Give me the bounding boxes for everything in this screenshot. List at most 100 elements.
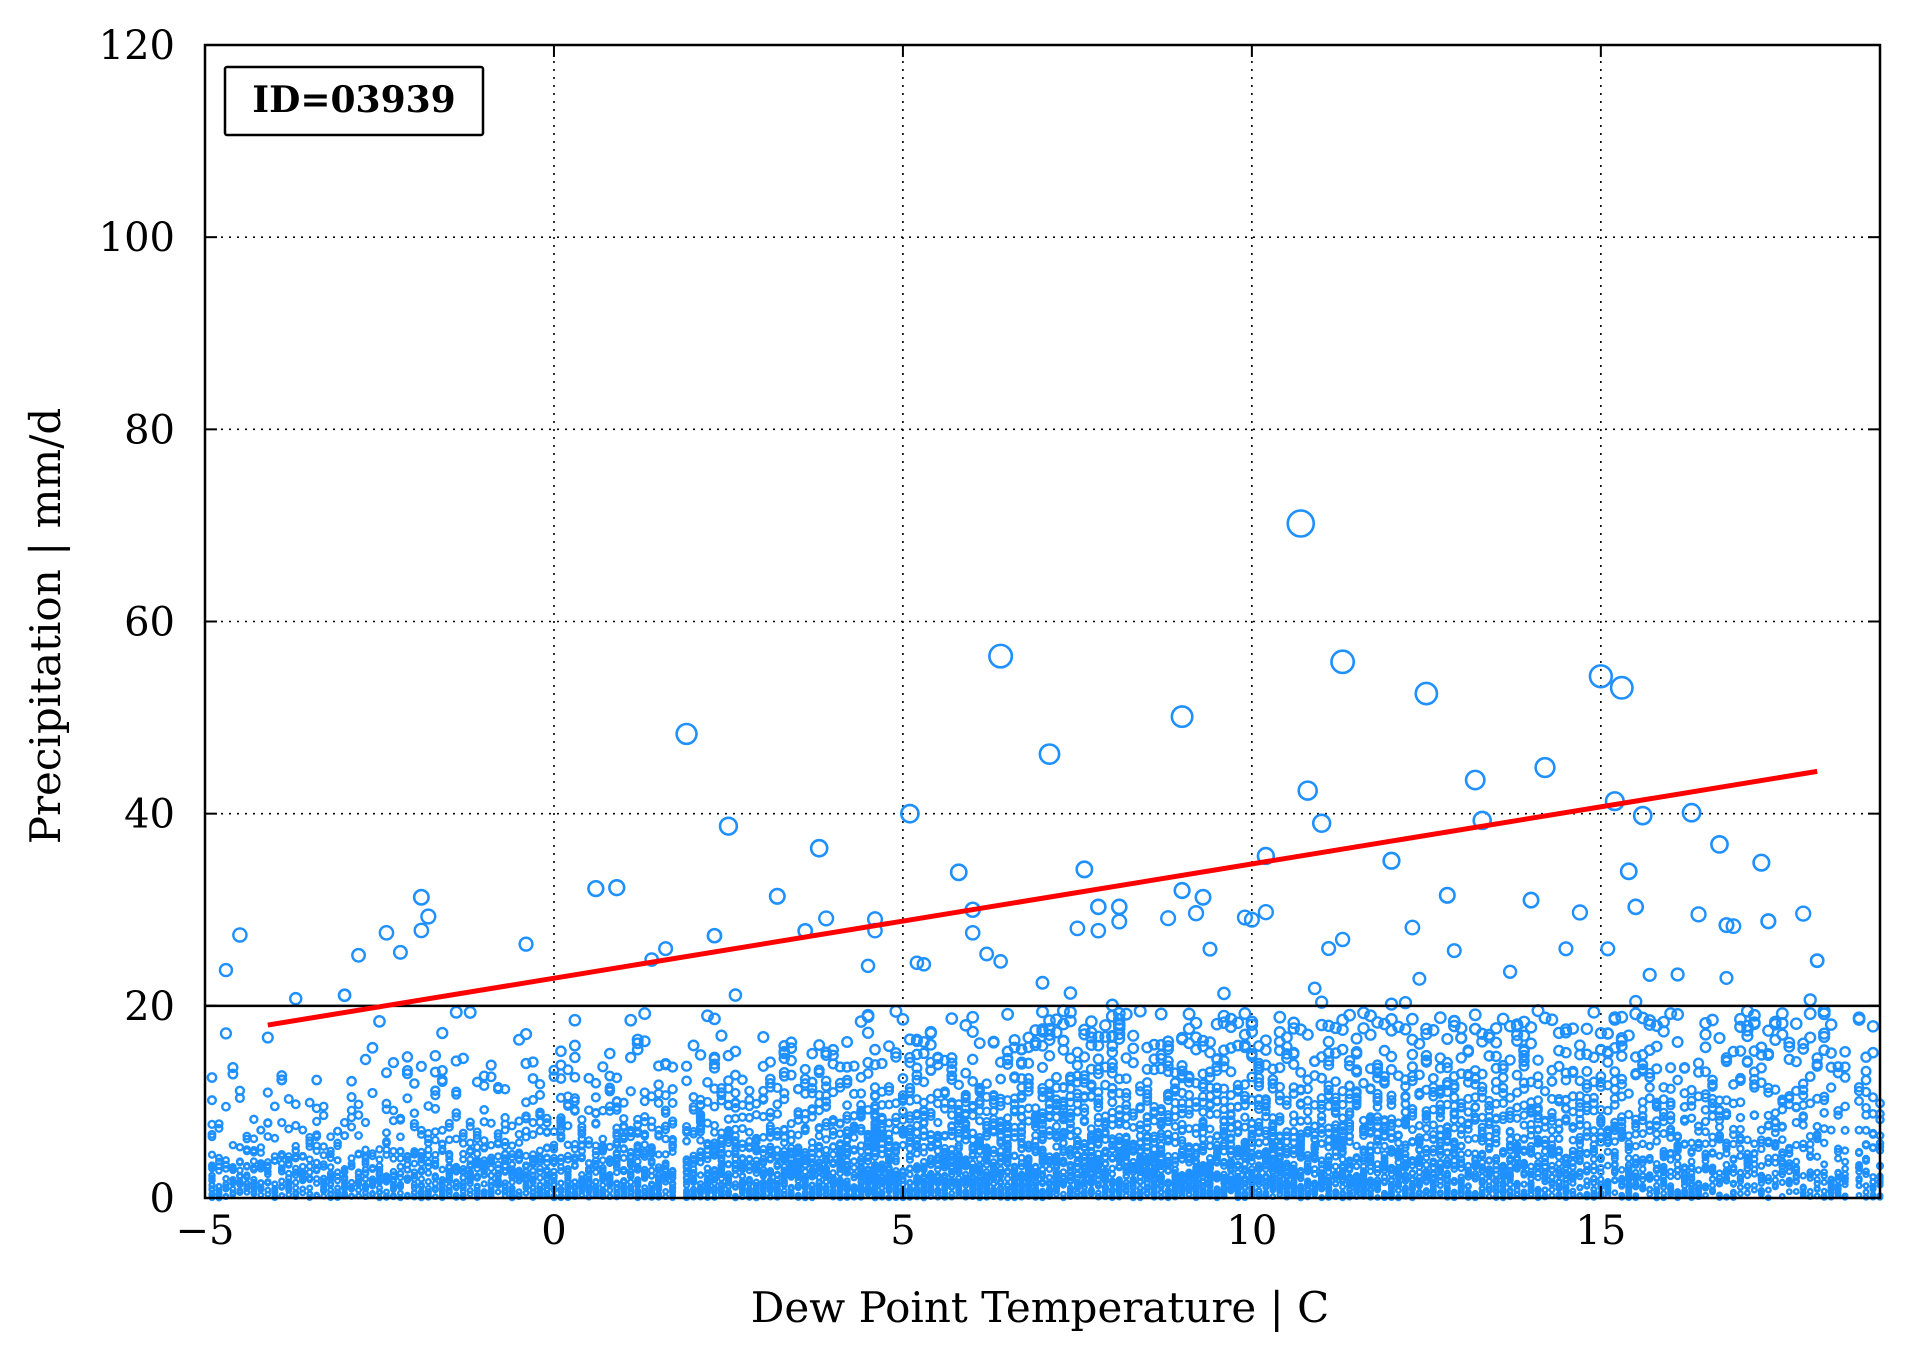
data-point: [508, 1187, 516, 1195]
data-point: [535, 1107, 545, 1118]
data-point: [250, 1178, 258, 1187]
data-point: [618, 1097, 629, 1108]
data-point: [598, 1134, 608, 1144]
data-point: [375, 1170, 384, 1178]
data-point: [960, 1092, 971, 1103]
data-point: [857, 1181, 865, 1189]
data-point: [841, 1061, 853, 1073]
data-point: [905, 1124, 915, 1134]
data-point: [1330, 1076, 1341, 1087]
data-point: [960, 1067, 972, 1079]
data-point: [243, 1171, 251, 1179]
data-point: [232, 927, 248, 943]
data-point: [814, 1131, 824, 1141]
data-point: [366, 1041, 379, 1054]
data-point: [277, 1167, 286, 1175]
data-point: [549, 1127, 559, 1137]
data-point: [955, 1178, 963, 1186]
data-point: [654, 1150, 663, 1159]
data-point: [396, 1169, 405, 1178]
data-point: [855, 1088, 867, 1099]
data-point: [927, 1188, 935, 1196]
data-point: [834, 1061, 846, 1073]
data-point: [822, 1167, 830, 1176]
data-point: [752, 1189, 760, 1197]
data-point: [1086, 1124, 1096, 1134]
data-point: [445, 1174, 454, 1182]
data-point: [703, 1164, 712, 1173]
data-point: [975, 1155, 984, 1164]
data-point: [208, 1161, 216, 1170]
data-point: [836, 1160, 845, 1169]
data-point: [912, 1136, 922, 1146]
data-point: [592, 1178, 600, 1186]
data-point: [821, 1096, 832, 1107]
data-point: [993, 954, 1008, 969]
data-point: [773, 1162, 782, 1171]
data-point: [752, 1156, 761, 1165]
data-point: [640, 1140, 649, 1149]
data-point: [555, 1045, 567, 1058]
data-point: [738, 1143, 747, 1153]
data-point: [243, 1182, 251, 1191]
data-point: [221, 1101, 231, 1112]
data-point: [518, 936, 534, 952]
data-point: [375, 1189, 383, 1197]
data-point: [389, 1154, 398, 1163]
data-point: [806, 1047, 818, 1060]
data-point: [519, 1027, 533, 1041]
data-point: [897, 1072, 909, 1084]
data-point: [457, 1052, 469, 1065]
data-point: [843, 1156, 852, 1165]
data-point: [478, 1080, 490, 1092]
data-point: [1273, 1010, 1287, 1024]
data-point: [612, 1128, 622, 1138]
data-point: [1072, 1126, 1082, 1136]
data-point: [227, 1068, 239, 1080]
data-point: [599, 1181, 607, 1189]
data-point: [479, 1117, 489, 1127]
data-point: [249, 1157, 258, 1166]
data-point: [413, 922, 430, 939]
data-point: [876, 1057, 888, 1070]
data-point: [375, 1162, 384, 1170]
data-point: [724, 1188, 732, 1196]
data-point: [818, 910, 835, 927]
data-point: [708, 1012, 721, 1026]
data-point: [340, 1131, 350, 1141]
data-point: [779, 1138, 789, 1148]
data-point: [1307, 981, 1322, 996]
data-point: [801, 1182, 809, 1190]
data-point: [501, 1168, 509, 1176]
data-point: [709, 1101, 720, 1112]
data-point: [863, 1153, 873, 1162]
data-point: [661, 1159, 670, 1168]
data-point: [604, 1082, 616, 1093]
data-point: [473, 1174, 481, 1182]
data-point: [689, 1185, 698, 1193]
data-point: [624, 1051, 637, 1064]
data-point: [578, 1176, 586, 1185]
data-point: [979, 946, 995, 962]
data-point: [599, 1175, 607, 1184]
data-point: [869, 1082, 881, 1093]
data-point: [409, 1122, 419, 1132]
data-point: [856, 1110, 866, 1120]
data-point: [1090, 922, 1107, 939]
data-point: [703, 1155, 712, 1164]
data-point: [417, 1147, 426, 1157]
data-point: [522, 1161, 530, 1170]
data-point: [1322, 1035, 1335, 1048]
data-point: [885, 1187, 893, 1195]
data-point: [1198, 1128, 1208, 1137]
data-point: [1078, 1051, 1091, 1063]
data-point: [647, 1172, 656, 1180]
data-point: [905, 1144, 915, 1153]
data-point: [884, 1137, 894, 1146]
data-point: [1261, 1137, 1271, 1147]
data-point: [724, 1179, 733, 1187]
data-point: [473, 1183, 481, 1191]
data-point: [815, 1167, 824, 1176]
data-point: [752, 1163, 761, 1172]
data-point: [765, 1132, 775, 1142]
